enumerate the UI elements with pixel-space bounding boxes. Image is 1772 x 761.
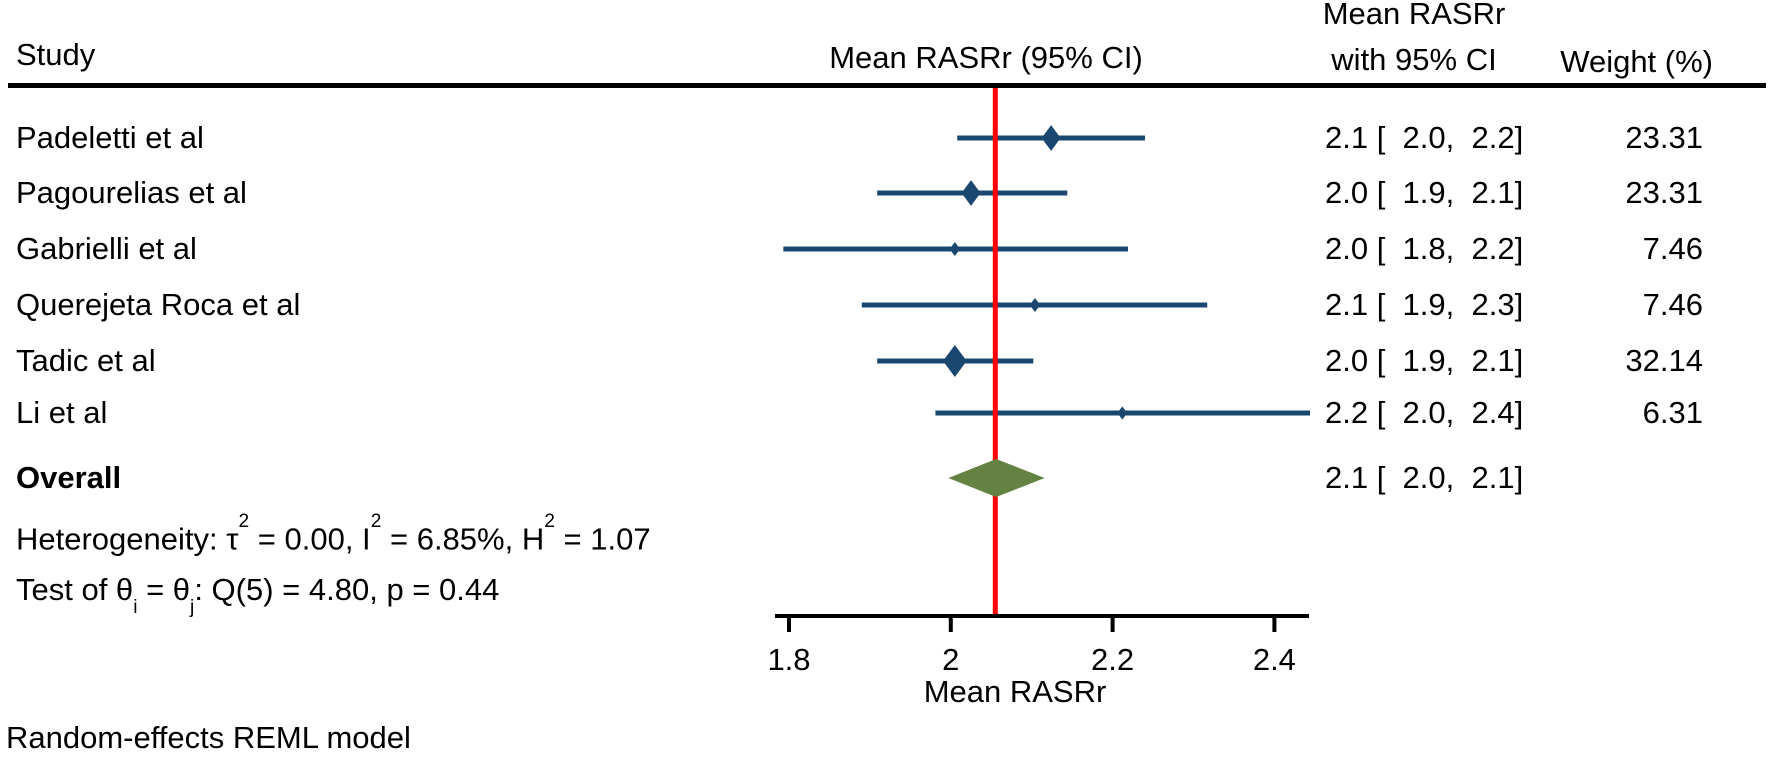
study-weight: 32.14 (1625, 343, 1703, 378)
study-label: Li et al (16, 395, 108, 430)
column-header-study: Study (16, 37, 96, 72)
x-axis-title: Mean RASRr (923, 674, 1107, 709)
overall-label: Overall (16, 460, 122, 495)
study-diamond (961, 180, 981, 206)
x-tick-label: 2.4 (1252, 642, 1296, 677)
study-label: Tadic et al (16, 343, 156, 378)
model-note: Random-effects REML model (6, 720, 411, 755)
x-tick-label: 1.8 (767, 642, 811, 677)
study-value: 2.1 [ 2.0, 2.2] (1325, 120, 1524, 155)
study-label: Querejeta Roca et al (16, 287, 301, 322)
study-weight: 23.31 (1625, 175, 1703, 210)
column-header-value-line2: with 95% CI (1331, 42, 1497, 77)
study-diamond (1041, 125, 1061, 151)
study-weight: 6.31 (1642, 395, 1703, 430)
study-label: Pagourelias et al (16, 175, 247, 210)
header-rule (8, 83, 1766, 88)
study-diamond (1117, 406, 1128, 420)
study-weight: 7.46 (1642, 231, 1703, 266)
column-header-weight: Weight (%) (1560, 44, 1713, 79)
study-diamond (1029, 297, 1041, 313)
study-diamond (942, 344, 967, 378)
study-value: 2.0 [ 1.9, 2.1] (1325, 343, 1524, 378)
column-header-value-line1: Mean RASRr (1322, 0, 1506, 31)
heterogeneity-stats: Heterogeneity: τ2 = 0.00, I2 = 6.85%, H2… (16, 511, 651, 557)
study-value: 2.0 [ 1.9, 2.1] (1325, 175, 1524, 210)
x-tick-label: 2.2 (1091, 642, 1135, 677)
overall-diamond (948, 459, 1045, 497)
homogeneity-test: Test of θi = θj: Q(5) = 4.80, p = 0.44 (16, 572, 500, 618)
study-label: Gabrielli et al (16, 231, 197, 266)
study-value: 2.0 [ 1.8, 2.2] (1325, 231, 1524, 266)
study-value: 2.2 [ 2.0, 2.4] (1325, 395, 1524, 430)
study-weight: 7.46 (1642, 287, 1703, 322)
overall-value: 2.1 [ 2.0, 2.1] (1325, 460, 1524, 495)
study-label: Padeletti et al (16, 120, 204, 155)
column-header-plot: Mean RASRr (95% CI) (829, 40, 1143, 75)
study-weight: 23.31 (1625, 120, 1703, 155)
x-tick-label: 2 (942, 642, 960, 677)
study-diamond (949, 241, 961, 257)
study-value: 2.1 [ 1.9, 2.3] (1325, 287, 1524, 322)
